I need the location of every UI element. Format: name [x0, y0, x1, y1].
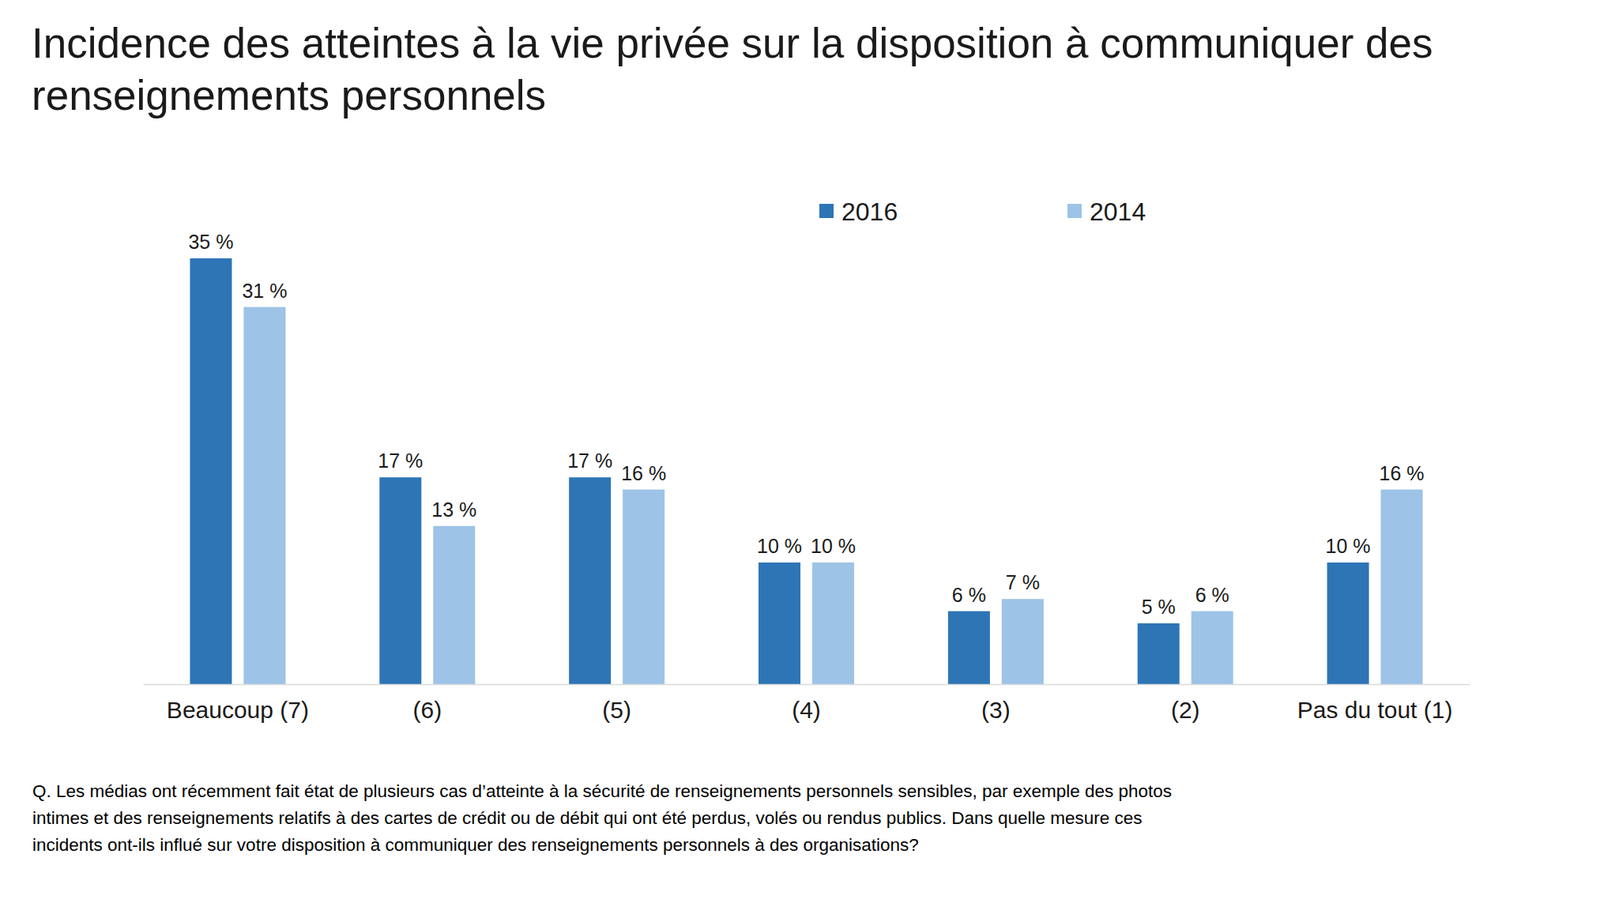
data-label: 7 % — [1005, 571, 1040, 594]
x-tick-label: Pas du tout (1) — [1297, 696, 1454, 723]
x-tick-label: Beaucoup (7) — [166, 696, 309, 723]
legend-swatch — [819, 203, 834, 219]
data-label: 17 % — [567, 449, 613, 472]
bar — [189, 258, 232, 685]
data-label: 16 % — [621, 462, 667, 485]
x-tick: (3) — [981, 684, 1011, 723]
bar — [622, 489, 665, 685]
x-tick-label: (5) — [602, 696, 632, 723]
data-label: 31 % — [241, 279, 287, 302]
x-tick: (4) — [791, 684, 821, 723]
chart-title: Incidence des atteintes à la vie privée … — [31, 17, 1581, 122]
data-label: 16 % — [1379, 462, 1425, 485]
bar — [812, 562, 855, 685]
bar — [1191, 611, 1234, 685]
legend-label: 2014 — [1089, 197, 1146, 226]
x-tick-label: (6) — [412, 696, 442, 723]
x-tick-label: (3) — [981, 696, 1011, 723]
chart-svg: 35 % 17 % 17 % 10 % 6 % 5 % 10 % 31 % 13 % 16 % 10… — [0, 0, 1600, 903]
bar — [568, 477, 611, 685]
bars — [189, 258, 1423, 685]
x-tick: (6) — [412, 684, 442, 723]
data-label: 6 % — [1195, 583, 1230, 607]
x-tick-label: (2) — [1170, 696, 1201, 723]
x-tick: Beaucoup (7) — [166, 684, 309, 723]
bar — [1137, 623, 1180, 685]
legend-swatch — [1067, 203, 1082, 219]
bar — [758, 562, 801, 685]
x-tick: Pas du tout (1) — [1297, 684, 1454, 723]
data-label: 10 % — [1325, 534, 1371, 558]
data-labels: 35 % 17 % 17 % 10 % 6 % 5 % 10 % 31 % 13 % 16 % 10… — [188, 230, 1424, 618]
bar — [243, 307, 286, 685]
x-tick: (2) — [1170, 684, 1201, 723]
bar — [1001, 598, 1044, 685]
bar — [1381, 489, 1424, 685]
bar — [1327, 562, 1370, 685]
x-tick: (5) — [602, 684, 632, 723]
data-label: 17 % — [377, 449, 423, 472]
bar — [379, 477, 422, 685]
data-label: 6 % — [952, 583, 987, 607]
data-label: 35 % — [188, 230, 234, 253]
data-label: 13 % — [431, 498, 477, 521]
bar — [948, 611, 991, 685]
data-label: 10 % — [810, 534, 856, 558]
question-note: Q. Les médias ont récemment fait état de… — [32, 778, 1202, 859]
legend: 2016 2014 — [819, 197, 1146, 226]
x-tick-label: (4) — [791, 696, 821, 723]
legend-label: 2016 — [841, 197, 898, 226]
x-axis-line — [143, 684, 1471, 686]
data-label: 10 % — [756, 534, 802, 558]
data-label: 5 % — [1141, 595, 1176, 618]
bar — [432, 526, 475, 685]
x-axis: Beaucoup (7) (6) (5) (4) (3) (2) Pas du tout (… — [143, 684, 1471, 723]
